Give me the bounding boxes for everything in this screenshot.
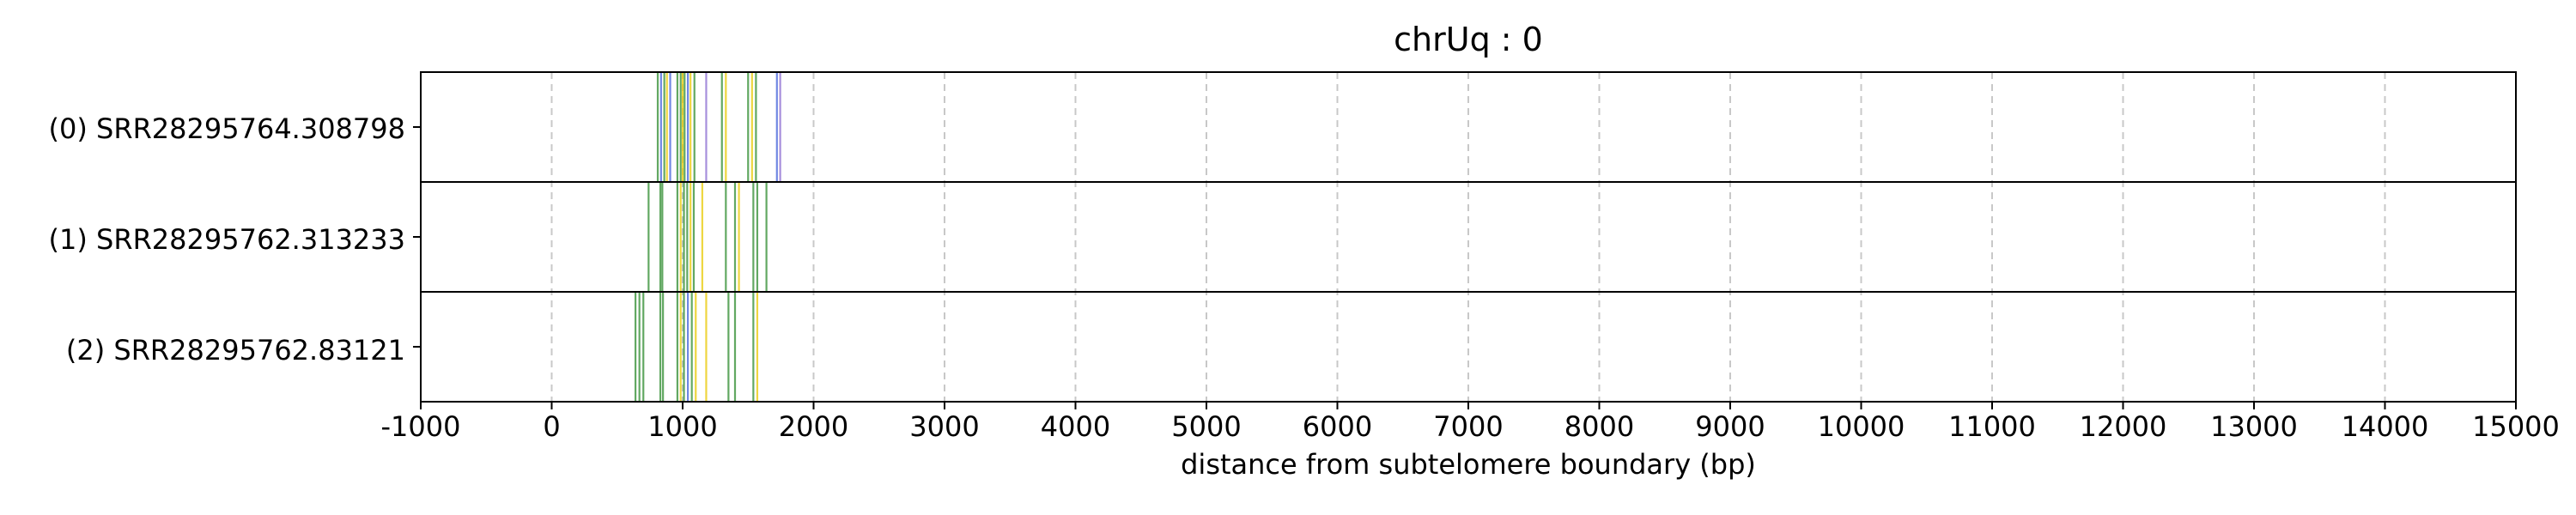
- chart-title: chrUq : 0: [1394, 21, 1543, 58]
- read-label-1: (1) SRR28295762.313233: [48, 223, 405, 256]
- x-tick-label: 15000: [2472, 410, 2560, 443]
- read-label-0: (0) SRR28295764.308798: [48, 112, 405, 145]
- x-tick-label: 6000: [1302, 410, 1373, 443]
- x-tick-label: 14000: [2341, 410, 2429, 443]
- x-tick-label: 2000: [778, 410, 849, 443]
- x-tick-label: 11000: [1948, 410, 2036, 443]
- x-tick-label: 12000: [2079, 410, 2167, 443]
- gridlines: [550, 72, 2386, 402]
- x-tick-label: 8000: [1564, 410, 1635, 443]
- x-tick-label: 1000: [647, 410, 718, 443]
- x-tick-label: 5000: [1171, 410, 1242, 443]
- x-tick-label: 10000: [1817, 410, 1905, 443]
- x-tick-label: -1000: [380, 410, 461, 443]
- read-label-2: (2) SRR28295762.83121: [65, 334, 405, 367]
- x-tick-label: 13000: [2210, 410, 2298, 443]
- x-tick-label: 0: [543, 410, 561, 443]
- x-tick-label: 3000: [909, 410, 980, 443]
- read-marks: [634, 72, 781, 402]
- x-axis-label: distance from subtelomere boundary (bp): [1181, 448, 1756, 481]
- x-tick-label: 4000: [1040, 410, 1111, 443]
- x-tick-label: 9000: [1695, 410, 1765, 443]
- x-tick-label: 7000: [1433, 410, 1504, 443]
- plot-frame: [413, 71, 2517, 409]
